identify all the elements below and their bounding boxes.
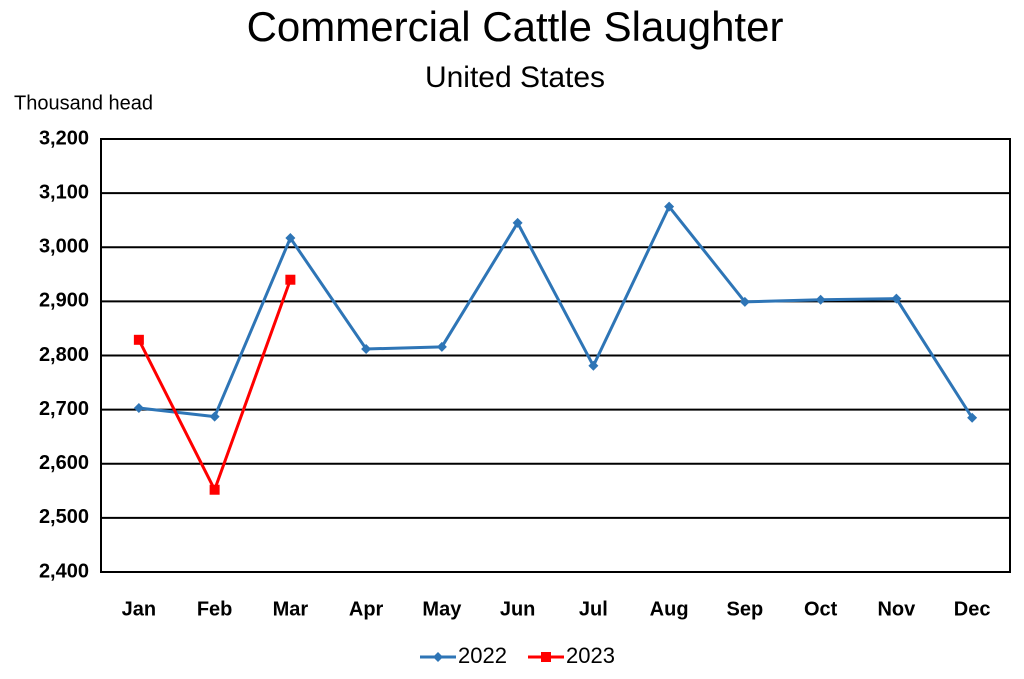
y-tick-label: 3,000 <box>39 236 89 258</box>
x-tick-label: Sep <box>727 598 764 620</box>
y-tick-label: 2,800 <box>39 344 89 366</box>
y-tick-label: 2,400 <box>39 560 89 582</box>
y-tick-label: 2,500 <box>39 506 89 528</box>
x-tick-label: Jun <box>500 598 536 620</box>
legend-label: 2023 <box>566 643 615 668</box>
legend-marker <box>541 652 551 662</box>
series-line <box>138 203 974 419</box>
y-tick-label: 2,700 <box>39 398 89 420</box>
x-tick-label: Aug <box>650 598 689 620</box>
y-tick-label: 2,600 <box>39 452 89 474</box>
plot-border <box>100 138 1011 573</box>
y-tick-label: 3,100 <box>39 181 89 203</box>
y-tick-label: 3,200 <box>39 127 89 149</box>
y-tick-label: 2,900 <box>39 290 89 312</box>
x-tick-label: Apr <box>349 598 384 620</box>
chart-subtitle: United States <box>425 61 605 94</box>
x-tick-label: Mar <box>273 598 309 620</box>
data-point <box>361 344 372 355</box>
data-point <box>815 294 826 305</box>
data-point <box>209 411 220 422</box>
legend-label: 2022 <box>458 643 507 668</box>
x-tick-label: Oct <box>804 598 838 620</box>
data-point <box>285 233 296 244</box>
data-point <box>512 217 523 228</box>
data-point <box>133 334 144 345</box>
data-point <box>209 484 220 495</box>
x-tick-label: Jan <box>122 598 156 620</box>
data-point <box>588 360 599 371</box>
x-tick-label: Nov <box>877 598 916 620</box>
x-tick-label: Dec <box>954 598 991 620</box>
data-point <box>891 293 902 304</box>
x-tick-label: Jul <box>579 598 608 620</box>
data-point <box>739 296 750 307</box>
data-point <box>133 403 144 414</box>
legend-marker <box>433 652 443 662</box>
chart-title: Commercial Cattle Slaughter <box>247 3 784 50</box>
data-point <box>664 201 675 212</box>
x-tick-label: Feb <box>197 598 233 620</box>
data-point <box>436 341 447 352</box>
data-point <box>967 412 978 423</box>
data-point <box>285 274 296 285</box>
y-axis-label: Thousand head <box>14 92 153 114</box>
x-tick-label: May <box>422 598 462 620</box>
series-line <box>137 279 292 494</box>
